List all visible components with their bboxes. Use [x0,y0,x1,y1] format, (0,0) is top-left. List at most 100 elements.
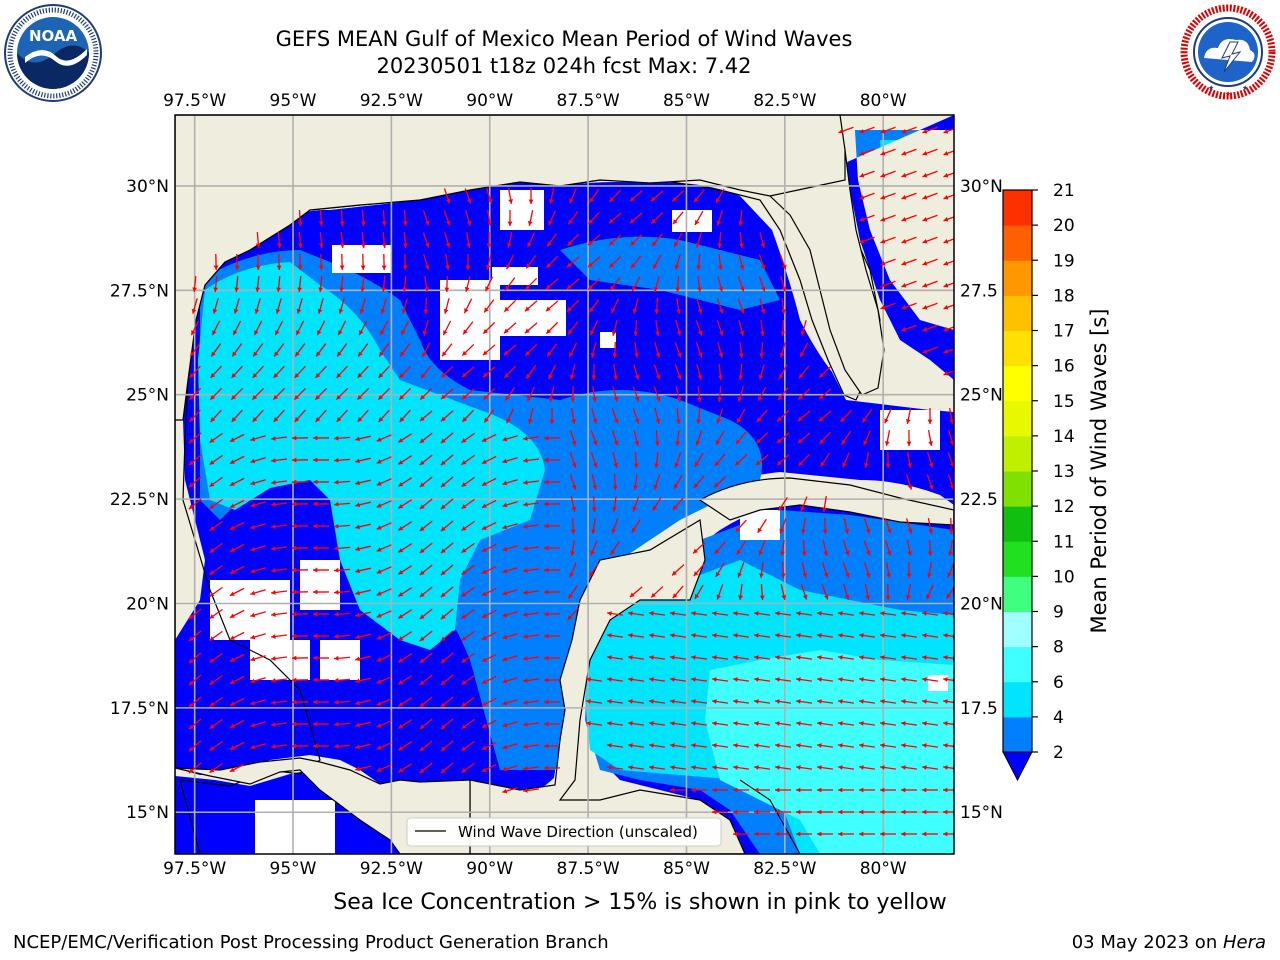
wind-arrow [522,788,540,793]
lon-label-top: 87.5°W [557,91,620,111]
wind-arrow [250,743,266,750]
wind-arrow [209,586,223,598]
wind-arrow [669,633,687,638]
wind-arrow [842,562,850,578]
wind-arrow [270,546,288,551]
wind-arrow [669,677,687,682]
wind-arrow [229,587,245,597]
lon-label-top: 85°W [663,91,710,111]
wind-arrow [461,520,475,532]
wind-arrow [569,364,576,380]
wind-arrow [461,388,475,400]
wind-arrow [879,721,897,726]
wind-arrow [270,678,288,683]
wind-arrow [759,561,764,579]
wind-arrow [357,409,369,423]
wind-arrow [757,386,767,402]
wind-arrow [545,321,559,335]
wind-arrow [270,634,288,639]
wind-arrow [627,655,645,660]
wind-arrow [943,809,954,815]
wind-arrow [696,364,703,380]
wind-arrow [273,409,285,423]
wind-arrow [397,675,413,685]
wind-arrow [926,474,934,490]
wind-arrow [632,408,640,424]
wind-arrow [838,787,854,793]
wind-arrow [942,611,954,616]
wind-arrow [858,765,876,770]
wind-arrow [355,479,371,486]
wind-arrow [650,586,664,598]
wind-arrow [901,809,917,815]
wind-arrow [901,148,917,156]
wind-arrow [900,765,918,770]
wind-arrow [250,523,266,530]
wind-arrow [885,562,892,578]
wind-arrow [339,253,345,271]
wind-arrow [627,721,645,726]
wind-arrow [543,611,561,617]
wind-arrow [355,611,371,618]
wind-arrow [255,253,261,271]
wind-arrow [421,342,431,358]
wind-arrow [481,719,497,729]
wind-arrow [546,343,558,357]
wind-arrow [863,452,870,468]
wind-arrow [355,589,371,596]
wind-arrow [631,518,641,534]
wind-arrow [190,320,200,336]
wind-arrow [863,562,871,578]
wind-arrow [627,611,645,616]
wind-arrow [901,280,917,288]
colorbar-tick-label: 12 [1053,497,1075,517]
wind-arrow [566,278,580,290]
wind-arrow [885,583,891,601]
wind-arrow [357,365,369,379]
lat-label-right: 25°N [960,386,1003,406]
wind-arrow [780,319,786,337]
wind-arrow [440,740,454,752]
wind-arrow [627,677,645,682]
wind-arrow [376,610,392,618]
wind-arrow [546,233,558,247]
lat-label-right: 17.5 [960,699,998,719]
wind-arrow [694,452,704,468]
wind-arrow [669,699,687,704]
wind-arrow [739,341,744,359]
wind-arrow [378,409,390,423]
wind-arrow [522,590,540,595]
wind-arrow [481,763,497,773]
wind-arrow [522,722,540,727]
wind-arrow [774,743,792,748]
wind-arrow [232,320,242,336]
wind-arrow [858,721,876,726]
wind-arrow [795,743,813,748]
wind-arrow [797,410,811,422]
wind-arrow [355,721,371,728]
wind-arrow [690,677,708,682]
wind-arrow [693,475,705,489]
wind-arrow [606,611,624,616]
wind-arrow [858,677,876,682]
wind-arrow [378,365,390,379]
wind-arrow [922,148,938,156]
wind-arrow [209,630,223,642]
wind-arrow [291,501,309,507]
wind-arrow [188,476,202,488]
lat-label-left: 25°N [126,386,169,406]
wind-arrow [483,409,495,423]
wind-arrow [355,457,371,464]
lat-label-left: 15°N [126,803,169,823]
wind-arrow [606,743,624,748]
wind-arrow [209,652,223,664]
wind-arrow [291,545,309,551]
wind-arrow [837,611,855,616]
wind-arrow [592,385,597,403]
wind-arrow [502,501,518,508]
wind-arrow [822,517,828,535]
wind-arrow [355,435,371,442]
wind-arrow [796,831,812,837]
wind-arrow [525,255,537,269]
wind-arrow [444,275,450,293]
